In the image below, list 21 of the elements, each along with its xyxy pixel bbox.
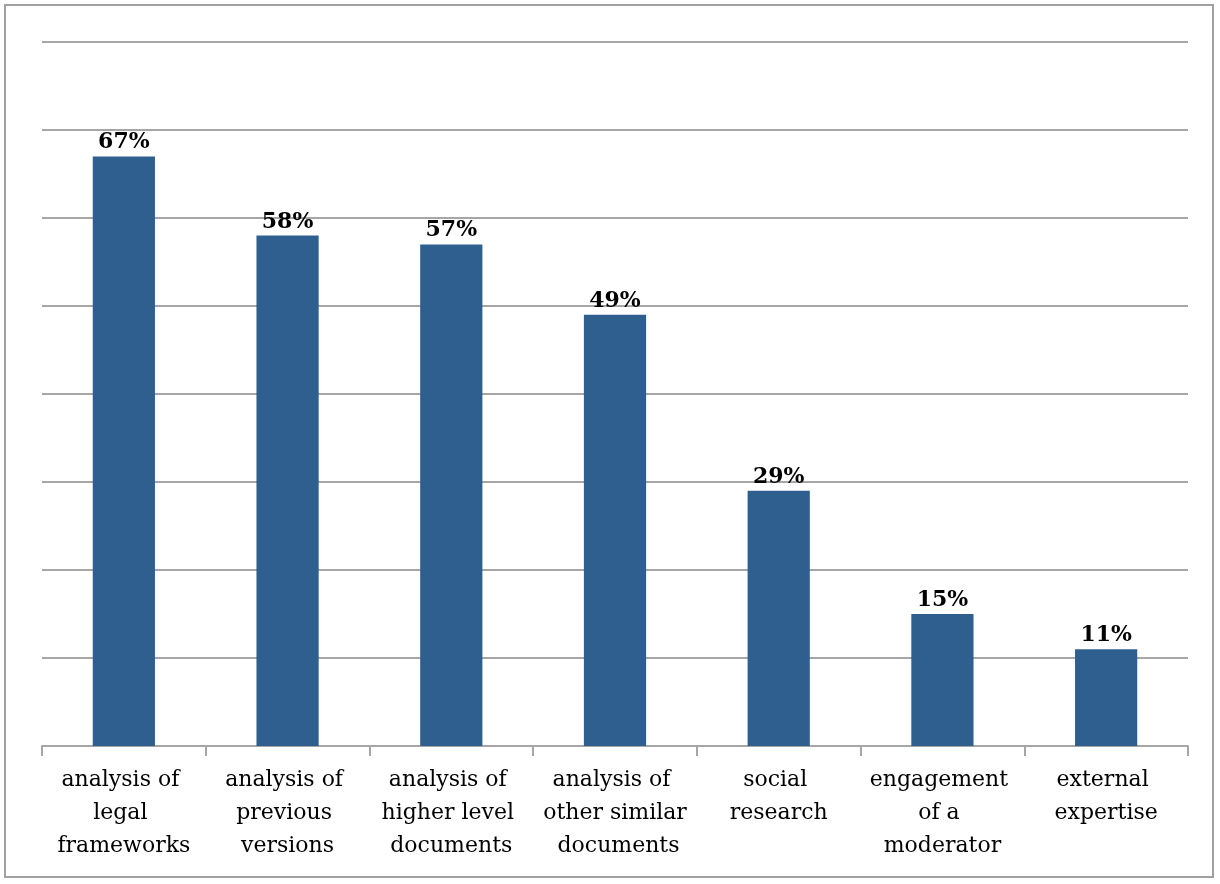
bar [911, 614, 974, 746]
x-tick-label: social research [729, 766, 828, 824]
bar [92, 156, 155, 746]
bar [747, 490, 810, 746]
x-tick-label: external expertise [1054, 766, 1158, 824]
data-label: 57% [425, 215, 478, 242]
bar [1075, 649, 1138, 746]
data-label: 11% [1080, 620, 1132, 647]
data-label: 15% [916, 585, 969, 611]
bar [583, 314, 647, 746]
x-tick-label: analysis of higher level documents [381, 766, 522, 857]
data-label: 58% [261, 206, 314, 233]
data-label: 29% [752, 461, 805, 488]
data-label: 49% [589, 285, 641, 312]
x-tick-label: analysis of previous versions [225, 766, 350, 857]
x-tick-label: engagement of a moderator [869, 766, 1016, 857]
data-label: 67% [98, 127, 150, 154]
bar [420, 244, 483, 746]
x-tick-label: analysis of other similar documents [543, 766, 688, 857]
x-tick-label: analysis of legal frameworks [57, 766, 191, 857]
bar [256, 235, 319, 746]
